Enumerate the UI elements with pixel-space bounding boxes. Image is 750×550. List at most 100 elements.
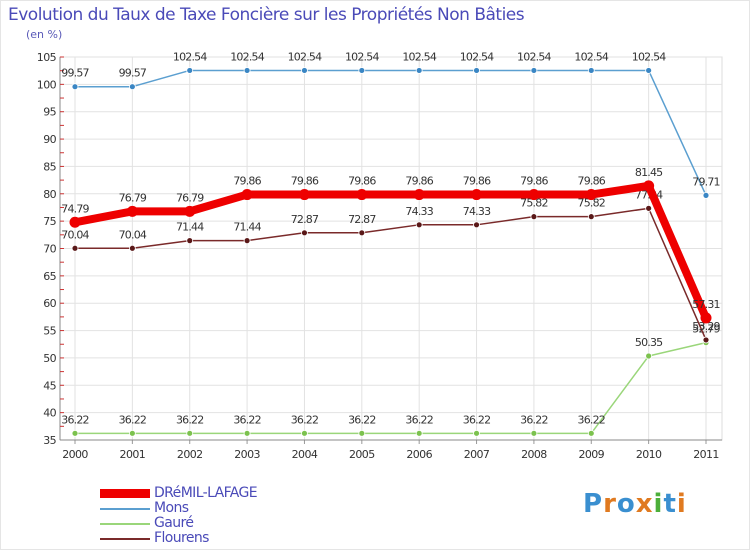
data-label-dr-mil-lafage: 79.86 xyxy=(520,175,548,188)
data-label-flourens: 70.04 xyxy=(119,228,147,241)
data-point-dr-mil-lafage xyxy=(241,189,253,201)
data-label-mons: 99.57 xyxy=(61,67,89,80)
data-label-flourens: 70.04 xyxy=(61,228,89,241)
legend-swatch-dremil-lafage xyxy=(100,489,150,498)
legend: DRéMIL-LAFAGE Mons Gauré Flourens xyxy=(100,485,340,546)
legend-label: Mons xyxy=(154,500,189,516)
data-point-flourens xyxy=(358,229,366,237)
data-label-dr-mil-lafage: 74.79 xyxy=(61,202,89,215)
x-tick-label: 2000 xyxy=(62,448,88,461)
data-label-dr-mil-lafage: 79.86 xyxy=(233,175,261,188)
logo-letter: i xyxy=(676,489,687,519)
series-line-gaur- xyxy=(74,341,707,435)
x-tick-label: 2005 xyxy=(349,448,375,461)
data-label-gaur-: 36.22 xyxy=(405,413,433,426)
data-label-mons: 102.54 xyxy=(173,50,207,63)
y-tick-label: 85 xyxy=(43,160,56,173)
data-point-gaur- xyxy=(358,429,366,437)
data-label-dr-mil-lafage: 79.86 xyxy=(405,175,433,188)
legend-item-dremil-lafage: DRéMIL-LAFAGE xyxy=(100,485,340,501)
legend-item-gaure: Gauré xyxy=(100,515,340,531)
data-label-dr-mil-lafage: 79.86 xyxy=(578,175,606,188)
legend-item-flourens: Flourens xyxy=(100,530,340,546)
y-tick-label: 90 xyxy=(43,133,56,146)
data-point-flourens xyxy=(415,221,423,229)
data-point-dr-mil-lafage xyxy=(471,189,483,201)
x-tick-label: 2003 xyxy=(234,448,260,461)
x-tick-label: 2009 xyxy=(578,448,604,461)
data-point-mons xyxy=(301,67,308,74)
data-label-mons: 102.54 xyxy=(230,50,264,63)
data-label-gaur-: 36.22 xyxy=(348,413,376,426)
y-tick-label: 75 xyxy=(43,215,56,228)
data-point-mons xyxy=(645,67,653,74)
y-tick-label: 65 xyxy=(43,270,56,283)
data-point-gaur- xyxy=(587,429,595,437)
x-tick-label: 2002 xyxy=(177,448,203,461)
data-point-flourens xyxy=(243,237,251,245)
data-point-mons xyxy=(358,67,366,74)
logo-letter: r xyxy=(603,489,617,519)
data-point-dr-mil-lafage xyxy=(585,189,597,201)
logo-letter: P xyxy=(583,489,604,519)
y-tick-label: 45 xyxy=(43,379,56,392)
data-point-gaur- xyxy=(243,429,251,437)
data-label-mons: 102.54 xyxy=(632,50,666,63)
legend-swatch-mons xyxy=(100,508,150,510)
data-label-gaur-: 50.35 xyxy=(635,336,663,349)
data-label-gaur-: 36.22 xyxy=(119,413,147,426)
data-point-mons xyxy=(530,67,538,74)
data-point-mons xyxy=(243,67,251,74)
data-point-dr-mil-lafage xyxy=(413,189,425,201)
data-point-mons xyxy=(415,67,423,74)
logo-letter: t xyxy=(663,489,677,519)
y-tick-label: 105 xyxy=(37,51,57,64)
y-tick-label: 35 xyxy=(43,434,56,447)
data-point-flourens xyxy=(473,221,480,229)
data-point-dr-mil-lafage xyxy=(356,189,368,201)
y-tick-label: 80 xyxy=(43,188,56,201)
y-tick-label: 40 xyxy=(43,407,56,420)
data-point-flourens xyxy=(702,336,710,344)
y-tick-label: 95 xyxy=(43,106,56,119)
legend-label: Gauré xyxy=(154,515,194,531)
data-point-flourens xyxy=(587,213,595,221)
data-label-flourens: 75.82 xyxy=(578,197,606,210)
data-point-dr-mil-lafage xyxy=(298,189,310,201)
data-label-mons: 102.54 xyxy=(574,50,608,63)
x-tick-label: 2004 xyxy=(292,448,318,461)
data-label-gaur-: 36.22 xyxy=(61,413,89,426)
data-label-mons: 102.54 xyxy=(288,50,322,63)
y-tick-label: 50 xyxy=(43,352,56,365)
data-point-dr-mil-lafage xyxy=(69,216,81,228)
data-label-gaur-: 36.22 xyxy=(291,413,319,426)
data-label-flourens: 75.82 xyxy=(520,197,548,210)
data-point-gaur- xyxy=(71,429,79,437)
data-label-gaur-: 36.22 xyxy=(578,413,606,426)
data-label-flourens: 71.44 xyxy=(176,221,204,234)
series-line-dr-mil-lafage xyxy=(71,181,710,322)
data-point-dr-mil-lafage xyxy=(643,180,655,192)
data-point-flourens xyxy=(301,229,308,237)
data-point-mons xyxy=(702,191,710,199)
legend-label: DRéMIL-LAFAGE xyxy=(154,485,258,501)
legend-swatch-gaure xyxy=(100,523,150,525)
y-tick-label: 60 xyxy=(43,297,56,310)
data-point-gaur- xyxy=(128,429,136,437)
data-label-dr-mil-lafage: 76.79 xyxy=(176,191,204,204)
data-label-flourens: 72.87 xyxy=(348,213,376,226)
data-label-mons: 79.71 xyxy=(692,175,720,188)
logo-letter: o xyxy=(616,489,636,519)
data-label-mons: 102.54 xyxy=(460,50,494,63)
x-tick-label: 2011 xyxy=(693,448,719,461)
data-label-flourens: 74.33 xyxy=(463,205,491,218)
x-tick-label: 2001 xyxy=(120,448,146,461)
data-label-gaur-: 36.22 xyxy=(463,413,491,426)
data-label-flourens: 53.29 xyxy=(692,320,720,333)
data-point-gaur- xyxy=(473,429,480,437)
data-point-gaur- xyxy=(301,429,308,437)
data-point-dr-mil-lafage xyxy=(126,205,138,217)
y-tick-label: 100 xyxy=(37,78,57,91)
data-label-dr-mil-lafage: 79.86 xyxy=(291,175,319,188)
